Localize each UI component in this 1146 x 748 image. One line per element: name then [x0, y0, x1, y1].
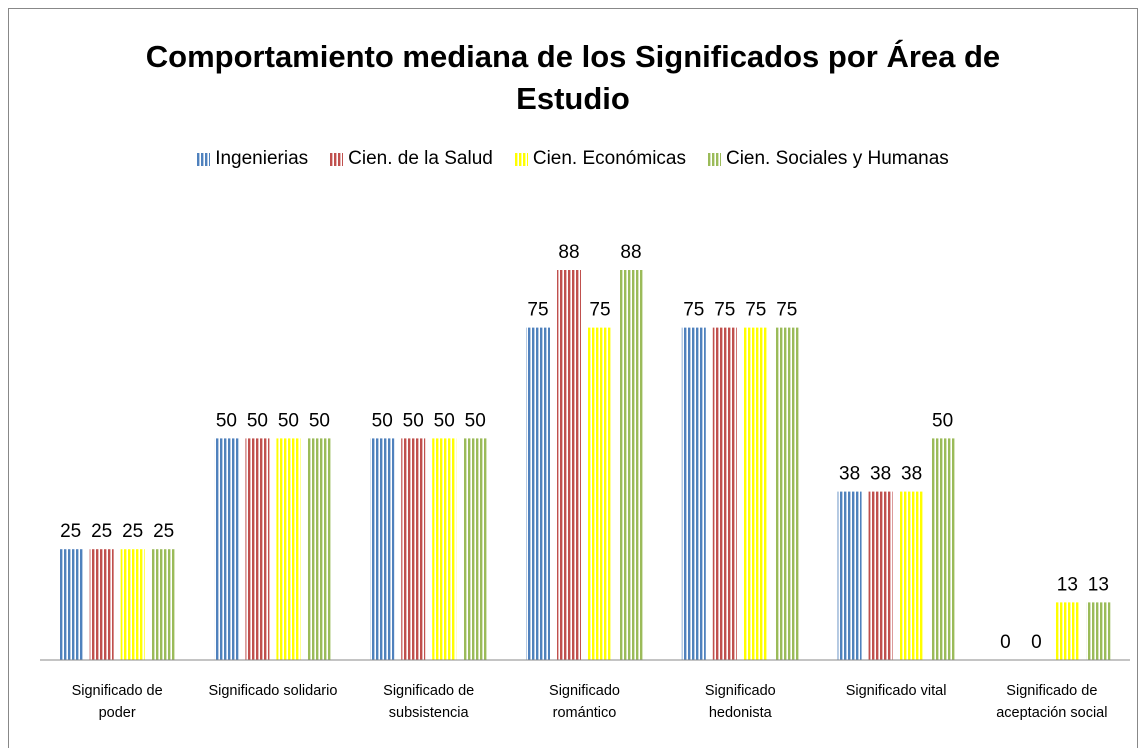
data-label: 50 — [372, 410, 393, 431]
bar — [432, 438, 457, 660]
x-tick-label: Significado vital — [845, 683, 947, 699]
bar — [120, 549, 145, 660]
bar — [245, 438, 270, 660]
legend-swatch-fill — [197, 152, 211, 166]
bar — [276, 438, 301, 660]
x-tick-label: Significado solidario — [208, 683, 338, 699]
bar — [899, 491, 924, 660]
legend-label: Cien. Sociales y Humanas — [725, 148, 949, 169]
data-label: 50 — [309, 410, 330, 431]
data-label: 38 — [839, 464, 860, 485]
x-tick-label: Significado de aceptación social — [996, 683, 1108, 721]
data-label: 0 — [1000, 632, 1011, 653]
data-label: 13 — [1088, 574, 1109, 595]
legend: Ingenierias Cien. de la Salud Cien. Económ… — [0, 148, 1146, 170]
data-label: 75 — [527, 300, 548, 321]
x-tick-label: Significado de subsistencia — [383, 683, 475, 721]
bar — [557, 270, 581, 660]
bar — [214, 438, 239, 660]
legend-swatch — [197, 152, 211, 166]
legend-item: Cien. de la Salud — [330, 148, 493, 170]
data-label: 50 — [403, 410, 424, 431]
data-label: 25 — [122, 521, 143, 542]
chart-frame — [8, 8, 1138, 748]
data-label: 38 — [870, 464, 891, 485]
bar — [837, 491, 862, 660]
legend-label: Cien. Económicas — [532, 148, 686, 169]
data-label: 50 — [247, 410, 268, 431]
bar — [868, 491, 893, 660]
data-label: 50 — [932, 410, 953, 431]
legend-label: Cien. de la Salud — [348, 148, 493, 169]
bar — [681, 327, 706, 660]
legend-item: Cien. Sociales y Humanas — [707, 148, 949, 170]
legend-swatch — [707, 152, 721, 166]
x-tick-label: Significado hedonista — [704, 683, 776, 721]
data-label: 88 — [620, 242, 641, 263]
data-label: 13 — [1057, 574, 1078, 595]
bar — [463, 438, 488, 660]
bar — [712, 327, 737, 660]
data-label: 75 — [745, 300, 766, 321]
legend-item: Cien. Económicas — [514, 148, 686, 170]
data-label: 88 — [558, 242, 579, 263]
bar — [58, 549, 83, 660]
data-label: 50 — [216, 410, 237, 431]
x-tick-label: Significado romántico — [549, 683, 620, 721]
bar — [526, 327, 550, 660]
legend-swatch-fill — [514, 152, 528, 166]
data-label: 25 — [91, 521, 112, 542]
bar — [1086, 602, 1111, 660]
legend-swatch-fill — [330, 152, 344, 166]
bar — [370, 438, 395, 660]
bar — [774, 327, 799, 660]
data-label: 75 — [776, 300, 797, 321]
bar — [743, 327, 768, 660]
bar — [151, 549, 176, 660]
data-label: 50 — [278, 410, 299, 431]
data-label: 75 — [714, 300, 735, 321]
bar — [588, 327, 612, 660]
bar — [930, 438, 955, 660]
chart-title: Comportamiento mediana de los Significad… — [145, 39, 1001, 116]
bar — [1055, 602, 1080, 660]
data-label: 75 — [589, 300, 610, 321]
bar — [401, 438, 426, 660]
legend-swatch — [514, 152, 528, 166]
data-label: 75 — [683, 300, 704, 321]
bar — [89, 549, 114, 660]
data-label: 25 — [60, 521, 81, 542]
data-label: 50 — [465, 410, 486, 431]
legend-swatch — [330, 152, 344, 166]
bar — [619, 270, 643, 660]
x-tick-label: Significado de poder — [71, 683, 163, 721]
data-label: 25 — [153, 521, 174, 542]
data-label: 50 — [434, 410, 455, 431]
legend-item: Ingenierias — [197, 148, 308, 170]
bar — [307, 438, 332, 660]
legend-swatch-fill — [707, 152, 721, 166]
data-label: 38 — [901, 464, 922, 485]
legend-label: Ingenierias — [215, 148, 309, 169]
data-label: 0 — [1031, 632, 1042, 653]
